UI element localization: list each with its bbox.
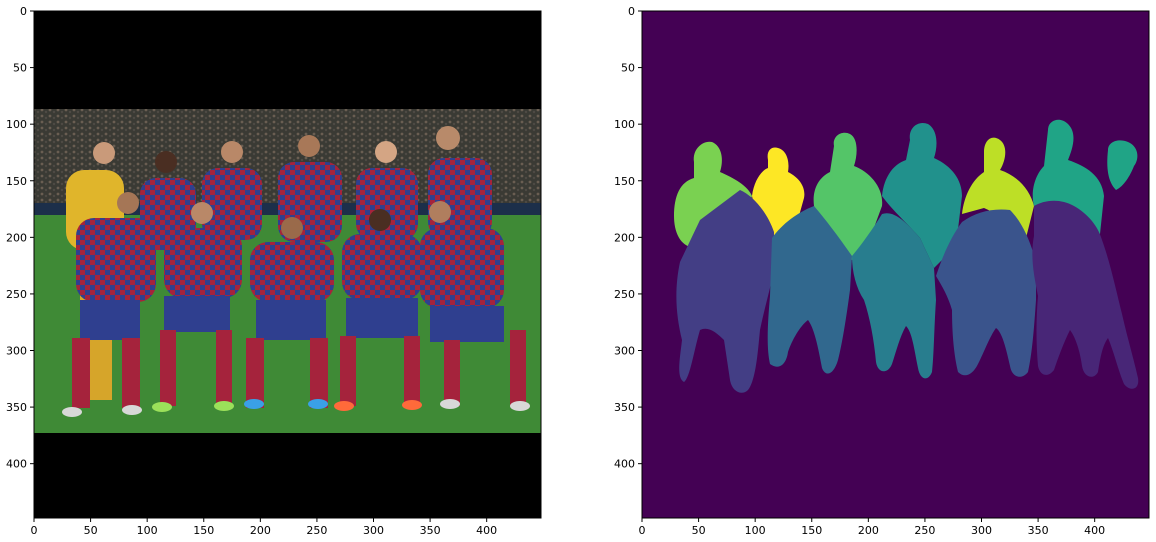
y-tick-label: 150 (6, 175, 27, 188)
y-tick-label: 250 (6, 288, 27, 301)
mask-panel: 0 50 100 150 200 250 300 350 400 0 50 100 150 200 250… (614, 5, 1150, 537)
player-front-4 (340, 209, 422, 406)
photo (34, 11, 541, 518)
x-tick-label: 50 (692, 524, 706, 537)
image-panel: 0 50 100 150 200 250 300 350 400 0 50 100 150 200 250… (6, 5, 542, 537)
segment-7 (676, 190, 774, 393)
y-tick-label: 0 (628, 5, 635, 18)
y-tick-label: 400 (6, 458, 27, 471)
player-front-1 (72, 192, 156, 408)
axes-frame (641, 10, 1150, 519)
segment-9 (852, 213, 936, 379)
y-tick-label: 200 (6, 231, 27, 244)
segment-8 (767, 206, 852, 374)
x-tick-label: 100 (137, 524, 158, 537)
x-tick-label: 0 (31, 524, 38, 537)
y-tick-label: 200 (614, 231, 635, 244)
segmentation-mask (642, 11, 1149, 518)
x-tick-label: 400 (1084, 524, 1105, 537)
player-front-5 (420, 201, 526, 406)
x-tick-label: 50 (84, 524, 98, 537)
x-tick-label: 150 (193, 524, 214, 537)
x-ticks: 0 50 100 150 200 250 300 350 400 (639, 518, 1105, 537)
y-tick-label: 100 (614, 118, 635, 131)
x-tick-label: 350 (420, 524, 441, 537)
y-tick-label: 300 (6, 345, 27, 358)
y-tick-label: 350 (614, 401, 635, 414)
y-tick-label: 50 (13, 62, 27, 75)
segment-11 (1032, 200, 1139, 389)
x-tick-label: 200 (858, 524, 879, 537)
y-tick-label: 0 (20, 5, 27, 18)
x-tick-label: 200 (250, 524, 271, 537)
segment-3 (882, 122, 962, 269)
player-front-2 (160, 202, 242, 406)
x-tick-label: 300 (363, 524, 384, 537)
y-tick-label: 400 (614, 458, 635, 471)
x-tick-label: 300 (971, 524, 992, 537)
x-tick-label: 150 (801, 524, 822, 537)
player-front-3 (246, 217, 334, 408)
y-tick-label: 150 (614, 175, 635, 188)
segment-6 (1107, 140, 1138, 190)
y-tick-label: 300 (614, 345, 635, 358)
x-tick-label: 250 (306, 524, 327, 537)
x-tick-label: 100 (745, 524, 766, 537)
x-ticks: 0 50 100 150 200 250 300 350 400 (31, 518, 497, 537)
segment-10 (936, 209, 1036, 377)
y-ticks: 0 50 100 150 200 250 300 350 400 (6, 5, 34, 471)
y-ticks: 0 50 100 150 200 250 300 350 400 (614, 5, 642, 471)
x-tick-label: 250 (914, 524, 935, 537)
y-tick-label: 350 (6, 401, 27, 414)
x-tick-label: 400 (476, 524, 497, 537)
axes-frame (33, 10, 542, 519)
player-back-3 (202, 141, 262, 240)
x-tick-label: 0 (639, 524, 646, 537)
x-tick-label: 350 (1028, 524, 1049, 537)
y-tick-label: 50 (621, 62, 635, 75)
y-tick-label: 250 (614, 288, 635, 301)
segment-4 (962, 137, 1034, 238)
y-tick-label: 100 (6, 118, 27, 131)
front-row-players (72, 192, 526, 408)
boots (62, 399, 530, 417)
